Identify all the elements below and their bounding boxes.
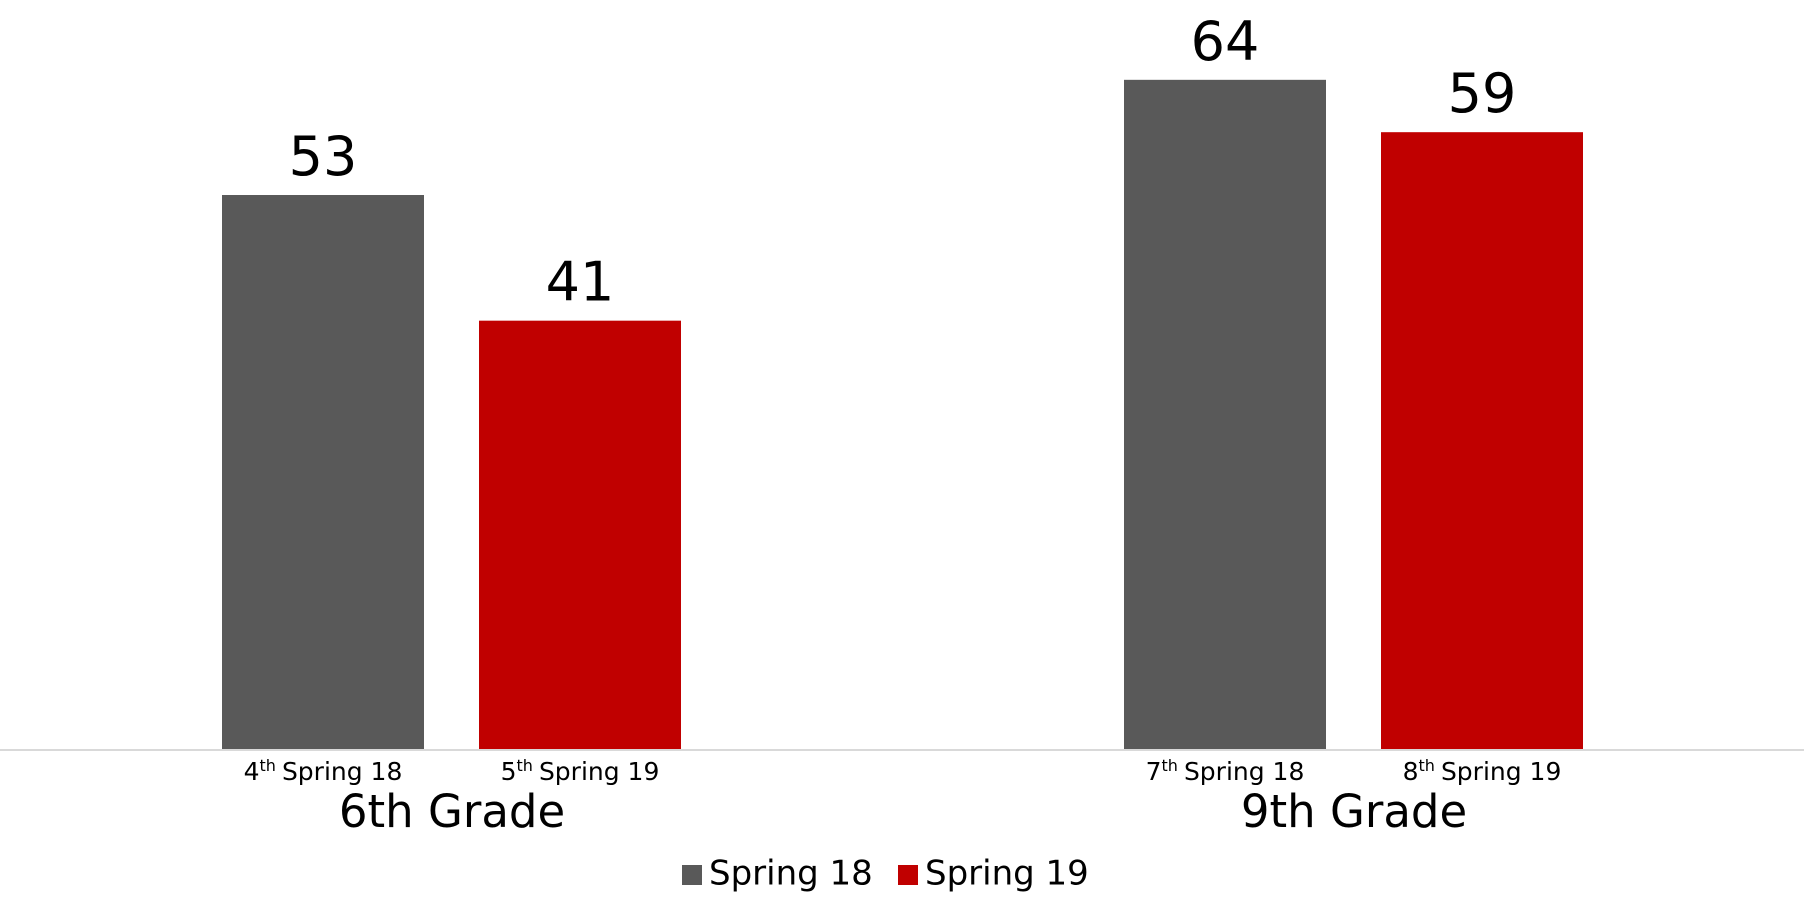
- bar-label-number: 7: [1146, 757, 1162, 786]
- bar: [1124, 79, 1326, 751]
- bar-label: 7th Spring 18: [1146, 756, 1305, 786]
- bar-label: 5th Spring 19: [501, 756, 660, 786]
- bar: [1381, 132, 1583, 750]
- legend-swatch: [898, 865, 918, 885]
- bar-label-text: Spring 18: [282, 757, 402, 786]
- bar-label-suffix: th: [260, 756, 276, 775]
- data-label: 41: [546, 251, 615, 314]
- bar: [479, 320, 681, 750]
- legend-label: Spring 19: [925, 854, 1089, 894]
- data-label: 64: [1191, 10, 1260, 73]
- bar-label-suffix: th: [517, 756, 533, 775]
- bar-label-text: Spring 19: [1441, 757, 1561, 786]
- bar-label-text: Spring 19: [539, 757, 659, 786]
- legend-swatch: [682, 865, 702, 885]
- bar: [222, 195, 424, 750]
- bar-label-number: 5: [501, 757, 517, 786]
- bar-label-suffix: th: [1419, 756, 1435, 775]
- bar-label-suffix: th: [1162, 756, 1178, 775]
- category-label: 9th Grade: [1241, 785, 1467, 838]
- bar-label: 8th Spring 19: [1403, 756, 1562, 786]
- bar-label-number: 4: [244, 757, 260, 786]
- bar-label-text: Spring 18: [1184, 757, 1304, 786]
- bar-label-number: 8: [1403, 757, 1419, 786]
- bar-label: 4th Spring 18: [244, 756, 403, 786]
- legend-label: Spring 18: [709, 854, 873, 894]
- data-label: 59: [1448, 62, 1517, 125]
- data-label: 53: [289, 125, 358, 188]
- category-label: 6th Grade: [339, 785, 565, 838]
